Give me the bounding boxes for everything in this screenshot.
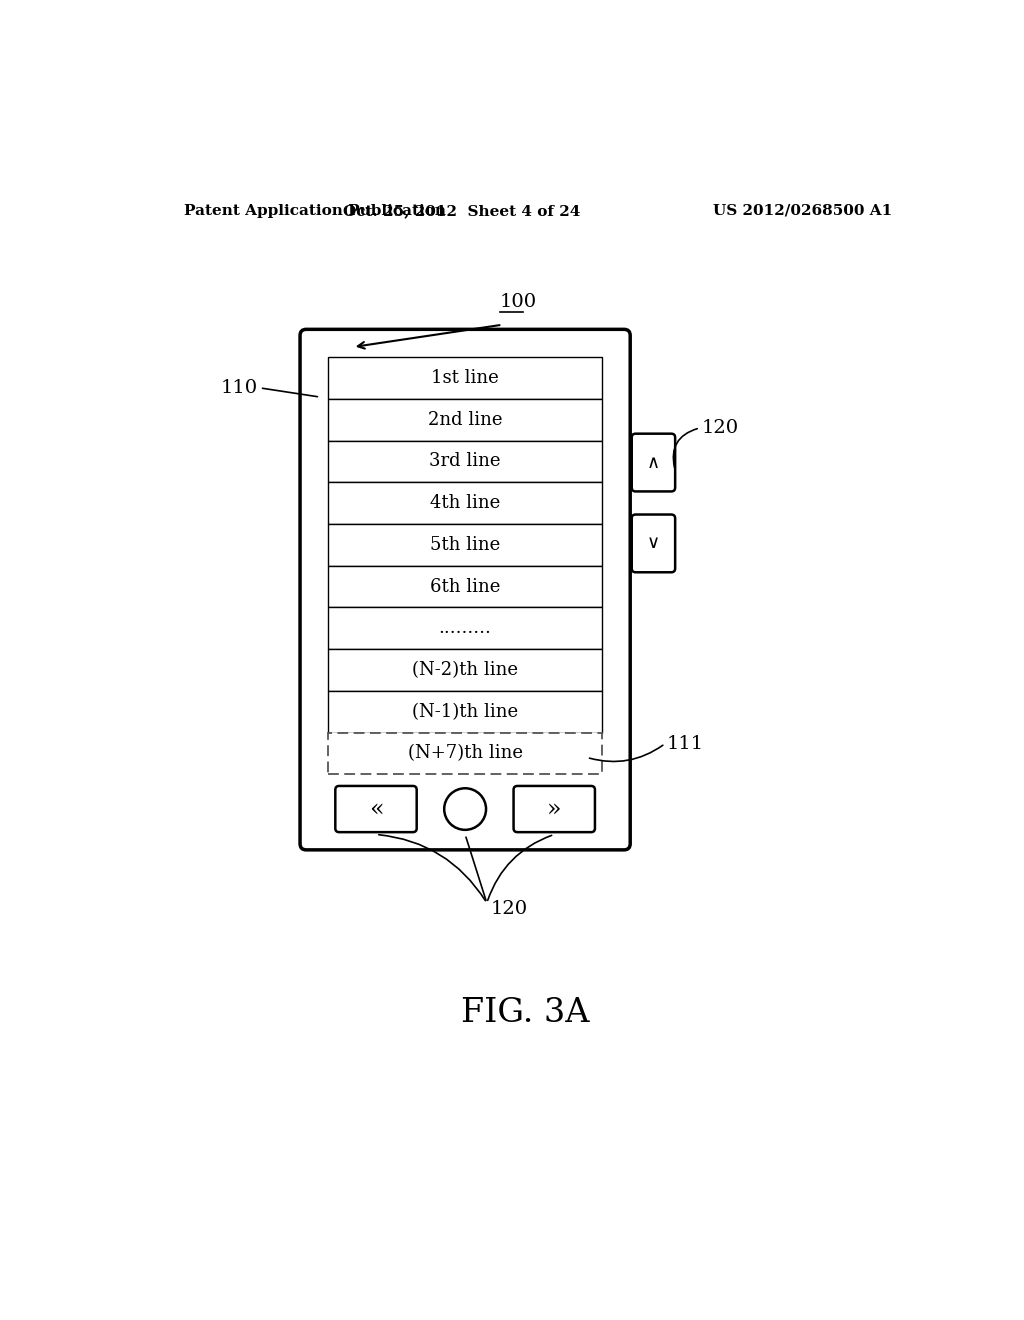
FancyBboxPatch shape: [632, 515, 675, 573]
FancyBboxPatch shape: [328, 566, 602, 607]
Text: 6th line: 6th line: [430, 578, 501, 595]
Text: 2nd line: 2nd line: [428, 411, 503, 429]
Text: «: «: [369, 797, 383, 821]
FancyBboxPatch shape: [328, 441, 602, 482]
FancyBboxPatch shape: [328, 482, 602, 524]
Text: 120: 120: [701, 418, 738, 437]
FancyBboxPatch shape: [328, 607, 602, 649]
Text: 1st line: 1st line: [431, 368, 499, 387]
FancyBboxPatch shape: [328, 399, 602, 441]
Text: »: »: [547, 797, 561, 821]
FancyBboxPatch shape: [335, 785, 417, 832]
Text: 110: 110: [221, 379, 258, 397]
Text: .........: .........: [438, 619, 492, 638]
Text: ∨: ∨: [647, 535, 660, 552]
FancyBboxPatch shape: [328, 524, 602, 566]
Text: (N+7)th line: (N+7)th line: [408, 744, 522, 763]
Circle shape: [444, 788, 486, 830]
FancyBboxPatch shape: [328, 358, 602, 399]
Text: 111: 111: [667, 735, 703, 752]
Text: 5th line: 5th line: [430, 536, 501, 554]
Text: FIG. 3A: FIG. 3A: [461, 997, 589, 1030]
FancyBboxPatch shape: [328, 690, 602, 733]
Text: Oct. 25, 2012  Sheet 4 of 24: Oct. 25, 2012 Sheet 4 of 24: [343, 203, 580, 218]
Text: 4th line: 4th line: [430, 494, 501, 512]
FancyBboxPatch shape: [300, 330, 630, 850]
Text: US 2012/0268500 A1: US 2012/0268500 A1: [713, 203, 892, 218]
Text: ∧: ∧: [647, 454, 660, 471]
Text: 100: 100: [500, 293, 538, 312]
FancyBboxPatch shape: [328, 733, 602, 775]
FancyBboxPatch shape: [328, 649, 602, 690]
Text: (N-2)th line: (N-2)th line: [412, 661, 518, 678]
Text: (N-1)th line: (N-1)th line: [412, 702, 518, 721]
Text: 120: 120: [490, 900, 527, 919]
FancyBboxPatch shape: [514, 785, 595, 832]
Text: 3rd line: 3rd line: [429, 453, 501, 470]
Text: Patent Application Publication: Patent Application Publication: [183, 203, 445, 218]
FancyBboxPatch shape: [632, 434, 675, 491]
